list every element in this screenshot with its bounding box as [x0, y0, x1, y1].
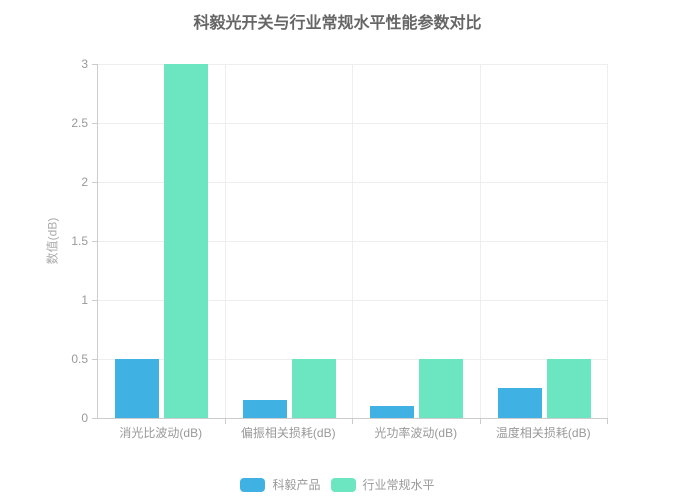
bar-series0-cat3	[497, 388, 542, 418]
gridline-horizontal	[98, 241, 608, 242]
y-tick-label: 0	[81, 411, 88, 425]
legend-label: 科毅产品	[272, 478, 321, 492]
gridline-horizontal	[98, 123, 608, 124]
x-category-label: 消光比波动(dB)	[119, 426, 203, 440]
bar-series1-cat3	[546, 359, 591, 418]
legend-item[interactable]: 行业常规水平	[330, 478, 435, 492]
bar-series0-cat2	[370, 406, 415, 418]
x-tick-mark	[352, 419, 353, 424]
y-tick-label: 2.5	[71, 116, 88, 130]
bar-group	[353, 64, 481, 418]
x-tick-mark	[479, 419, 481, 424]
bar-series0-cat1	[242, 400, 287, 418]
legend-item[interactable]: 科毅产品	[240, 478, 321, 492]
gridline-vertical	[352, 64, 353, 418]
gridline-vertical	[224, 64, 226, 418]
y-tick-label: 1	[81, 293, 88, 307]
y-tick-label: 3	[81, 57, 88, 71]
bar-group	[98, 64, 226, 418]
y-tick-mark	[92, 241, 97, 242]
y-tick-mark	[92, 418, 97, 419]
gridline-horizontal	[98, 182, 608, 183]
y-tick-mark	[92, 300, 97, 301]
gridline-vertical	[479, 64, 481, 418]
chart-title: 科毅光开关与行业常规水平性能参数对比	[193, 15, 482, 32]
legend-marker-icon	[330, 478, 356, 492]
bar-series0-cat0	[115, 359, 160, 418]
x-category-label: 温度相关损耗(dB)	[495, 426, 591, 440]
y-tick-mark	[92, 123, 97, 124]
y-tick-label: 2	[81, 175, 88, 189]
y-tick-mark	[92, 64, 97, 65]
bar-series1-cat2	[419, 359, 464, 418]
bar-series1-cat0	[164, 64, 209, 418]
y-tick-mark	[92, 182, 97, 183]
x-axis-labels: 消光比波动(dB) 偏振相关损耗(dB) 光功率波动(dB) 温度相关损耗(dB)	[97, 425, 607, 443]
gridline-horizontal	[98, 300, 608, 301]
y-tick-label: 1.5	[71, 234, 88, 248]
gridline-horizontal	[98, 359, 608, 360]
bar-series1-cat1	[291, 359, 336, 418]
bar-group	[226, 64, 354, 418]
legend-label: 行业常规水平	[362, 478, 435, 492]
gridline-vertical	[607, 64, 608, 418]
x-category-label: 偏振相关损耗(dB)	[240, 426, 336, 440]
y-tick-mark	[92, 359, 97, 360]
x-tick-mark	[224, 419, 226, 424]
bar-group	[481, 64, 609, 418]
legend: 科毅产品 行业常规水平	[0, 478, 675, 492]
plot-area	[97, 64, 608, 419]
gridline-horizontal	[98, 64, 608, 65]
legend-marker-icon	[240, 478, 266, 492]
x-category-label: 光功率波动(dB)	[374, 426, 458, 440]
x-tick-mark	[607, 419, 608, 424]
y-tick-label: 0.5	[71, 352, 88, 366]
